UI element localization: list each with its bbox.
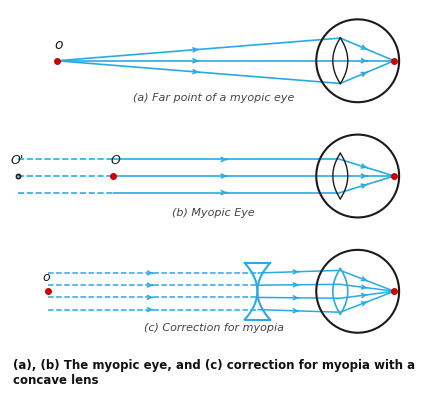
Text: (b) Myopic Eye: (b) Myopic Eye xyxy=(172,207,255,217)
Text: (a) Far point of a myopic eye: (a) Far point of a myopic eye xyxy=(133,93,295,102)
Text: (c) Correction for myopia: (c) Correction for myopia xyxy=(144,322,284,332)
Text: O': O' xyxy=(11,154,24,167)
Text: o: o xyxy=(55,38,63,52)
Text: O: O xyxy=(111,154,121,167)
Text: (a), (b) The myopic eye, and (c) correction for myopia with a
concave lens: (a), (b) The myopic eye, and (c) correct… xyxy=(13,358,415,386)
Text: o: o xyxy=(42,271,50,284)
